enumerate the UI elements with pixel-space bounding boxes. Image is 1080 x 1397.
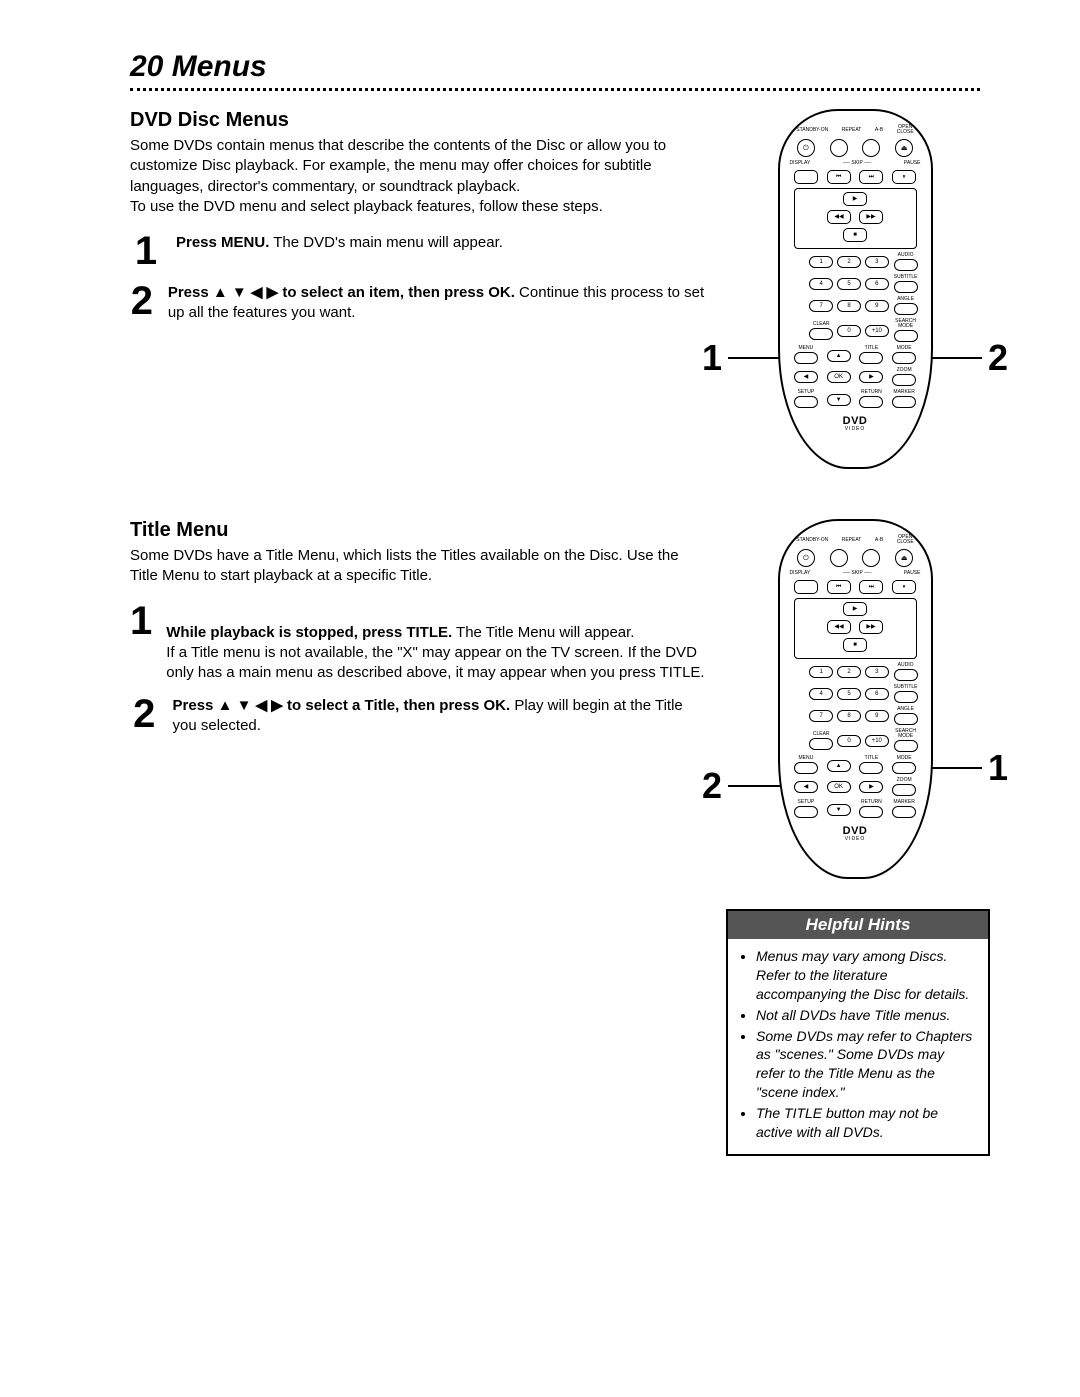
helpful-hints-body: Menus may vary among Discs. Refer to the… — [728, 939, 988, 1154]
dvd-disc-remote-illustration: 1 2 STANDBY-ONREPEATA-BOPEN CLOSE⏻⏏DISPL… — [730, 109, 980, 469]
section-dvd-disc-menus: DVD Disc Menus Some DVDs contain menus t… — [130, 109, 980, 469]
step-number: 1 — [130, 231, 162, 271]
step-bold-pre: Press — [168, 284, 213, 301]
step-rest: The DVD's main menu will appear. — [269, 234, 503, 251]
title-menu-text-column: Title Menu Some DVDs have a Title Menu, … — [130, 519, 710, 746]
hint-item: The TITLE button may not be active with … — [756, 1104, 976, 1142]
step-text: Press MENU. The DVD's main menu will app… — [176, 231, 503, 253]
helpful-hints-header: Helpful Hints — [728, 911, 988, 939]
title-menu-intro: Some DVDs have a Title Menu, which lists… — [130, 546, 710, 587]
page-title: Menus — [172, 50, 267, 83]
arrow-icons: ▲ ▼ ◀ ▶ — [213, 284, 278, 301]
dvd-disc-intro: Some DVDs contain menus that describe th… — [130, 136, 710, 217]
hint-item: Menus may vary among Discs. Refer to the… — [756, 947, 976, 1004]
step-text: Press ▲ ▼ ◀ ▶ to select an item, then pr… — [168, 281, 710, 324]
dvd-disc-step-1: 1 Press MENU. The DVD's main menu will a… — [130, 231, 710, 271]
title-menu-step-2: 2 Press ▲ ▼ ◀ ▶ to select a Title, then … — [130, 694, 710, 737]
dvd-disc-heading: DVD Disc Menus — [130, 109, 710, 132]
hint-item: Some DVDs may refer to Chapters as "scen… — [756, 1027, 976, 1103]
remote-callout-1: 1 — [988, 747, 1008, 789]
header-divider — [130, 88, 980, 91]
remote-callout-2: 2 — [702, 765, 722, 807]
step-bold-pre: Press — [173, 697, 218, 714]
arrow-icons: ▲ ▼ ◀ ▶ — [218, 697, 283, 714]
step-number: 1 — [130, 601, 152, 641]
title-menu-remote-illustration: 2 1 STANDBY-ONREPEATA-BOPEN CLOSE⏻⏏DISPL… — [730, 519, 980, 879]
section-title-menu: Title Menu Some DVDs have a Title Menu, … — [130, 519, 980, 879]
remote-control-diagram: STANDBY-ONREPEATA-BOPEN CLOSE⏻⏏DISPLAY──… — [778, 109, 933, 469]
step-bold-post: to select a Title, then press OK. — [283, 697, 510, 714]
page-number: 20 — [130, 50, 163, 83]
step-bold: While playback is stopped, press TITLE. — [166, 624, 452, 641]
step-number: 2 — [130, 281, 154, 321]
title-menu-step-1: 1 While playback is stopped, press TITLE… — [130, 601, 710, 684]
step-text: While playback is stopped, press TITLE. … — [166, 601, 710, 684]
title-menu-heading: Title Menu — [130, 519, 710, 542]
remote-callout-1: 1 — [702, 337, 722, 379]
remote-control-diagram: STANDBY-ONREPEATA-BOPEN CLOSE⏻⏏DISPLAY──… — [778, 519, 933, 879]
dvd-disc-step-2: 2 Press ▲ ▼ ◀ ▶ to select an item, then … — [130, 281, 710, 324]
remote-callout-2: 2 — [988, 337, 1008, 379]
step-bold-post: to select an item, then press OK. — [278, 284, 515, 301]
manual-page: 20 Menus DVD Disc Menus Some DVDs contai… — [0, 0, 1080, 1236]
step-text: Press ▲ ▼ ◀ ▶ to select a Title, then pr… — [173, 694, 710, 737]
dvd-disc-text-column: DVD Disc Menus Some DVDs contain menus t… — [130, 109, 710, 334]
helpful-hints-list: Menus may vary among Discs. Refer to the… — [740, 947, 976, 1142]
helpful-hints-box: Helpful Hints Menus may vary among Discs… — [726, 909, 990, 1156]
page-header: 20 Menus — [130, 50, 980, 84]
hint-item: Not all DVDs have Title menus. — [756, 1006, 976, 1025]
step-number: 2 — [130, 694, 159, 734]
step-bold: Press MENU. — [176, 234, 269, 251]
